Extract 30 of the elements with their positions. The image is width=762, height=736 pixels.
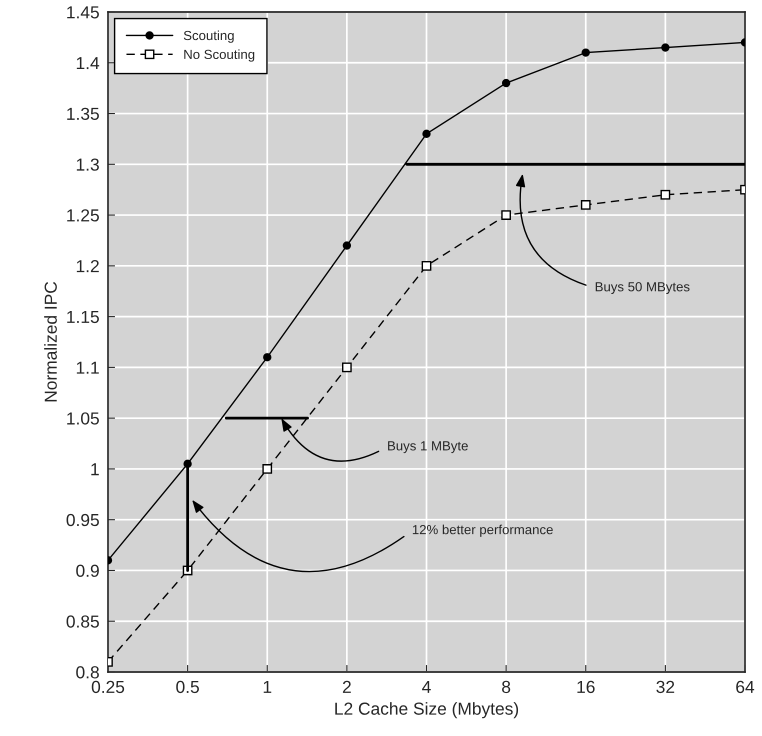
y-axis-title: Normalized IPC xyxy=(44,282,57,402)
y-tick-label: 0.85 xyxy=(66,615,99,628)
x-tick-label: 64 xyxy=(736,680,754,694)
y-tick-label: 0.8 xyxy=(76,666,99,678)
annotation: Buys 1 MByte xyxy=(388,441,468,454)
y-tick-label: 1.4 xyxy=(76,57,100,70)
y-tick-label: 1.05 xyxy=(67,412,99,425)
y-tick-label: 1.2 xyxy=(76,260,99,272)
x-tick-label: 32 xyxy=(656,680,674,694)
legend-label: No Scouting xyxy=(184,49,254,62)
y-tick-label: 1.35 xyxy=(67,108,99,120)
y-tick-label: 1.45 xyxy=(67,6,99,18)
y-tick-label: 0.9 xyxy=(76,564,99,577)
y-tick-label: 1 xyxy=(91,463,99,476)
y-tick-label: 0.95 xyxy=(66,514,99,526)
annotation: 12% better performance xyxy=(412,524,553,537)
legend-label: Scouting xyxy=(184,30,234,43)
x-tick-label: 0.25 xyxy=(92,680,124,694)
y-tick-label: 1.1 xyxy=(76,362,99,374)
x-tick-label: 0.5 xyxy=(176,680,199,694)
x-tick-label: 1 xyxy=(264,680,272,693)
x-tick-label: 4 xyxy=(422,680,431,693)
y-tick-label: 1.25 xyxy=(67,209,99,222)
x-tick-label: 16 xyxy=(577,680,595,694)
y-tick-label: 1.15 xyxy=(67,310,99,324)
x-tick-label: 2 xyxy=(342,680,351,693)
annotation: Buys 50 MBytes xyxy=(596,282,690,294)
x-axis-title: L2 Cache Size (Mbytes) xyxy=(335,702,518,718)
x-tick-label: 8 xyxy=(502,680,510,694)
y-tick-label: 1.3 xyxy=(76,158,99,171)
